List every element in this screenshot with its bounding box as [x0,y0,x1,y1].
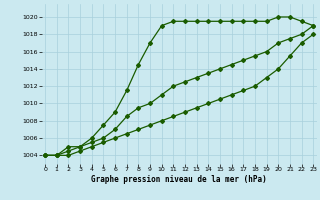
X-axis label: Graphe pression niveau de la mer (hPa): Graphe pression niveau de la mer (hPa) [91,175,267,184]
